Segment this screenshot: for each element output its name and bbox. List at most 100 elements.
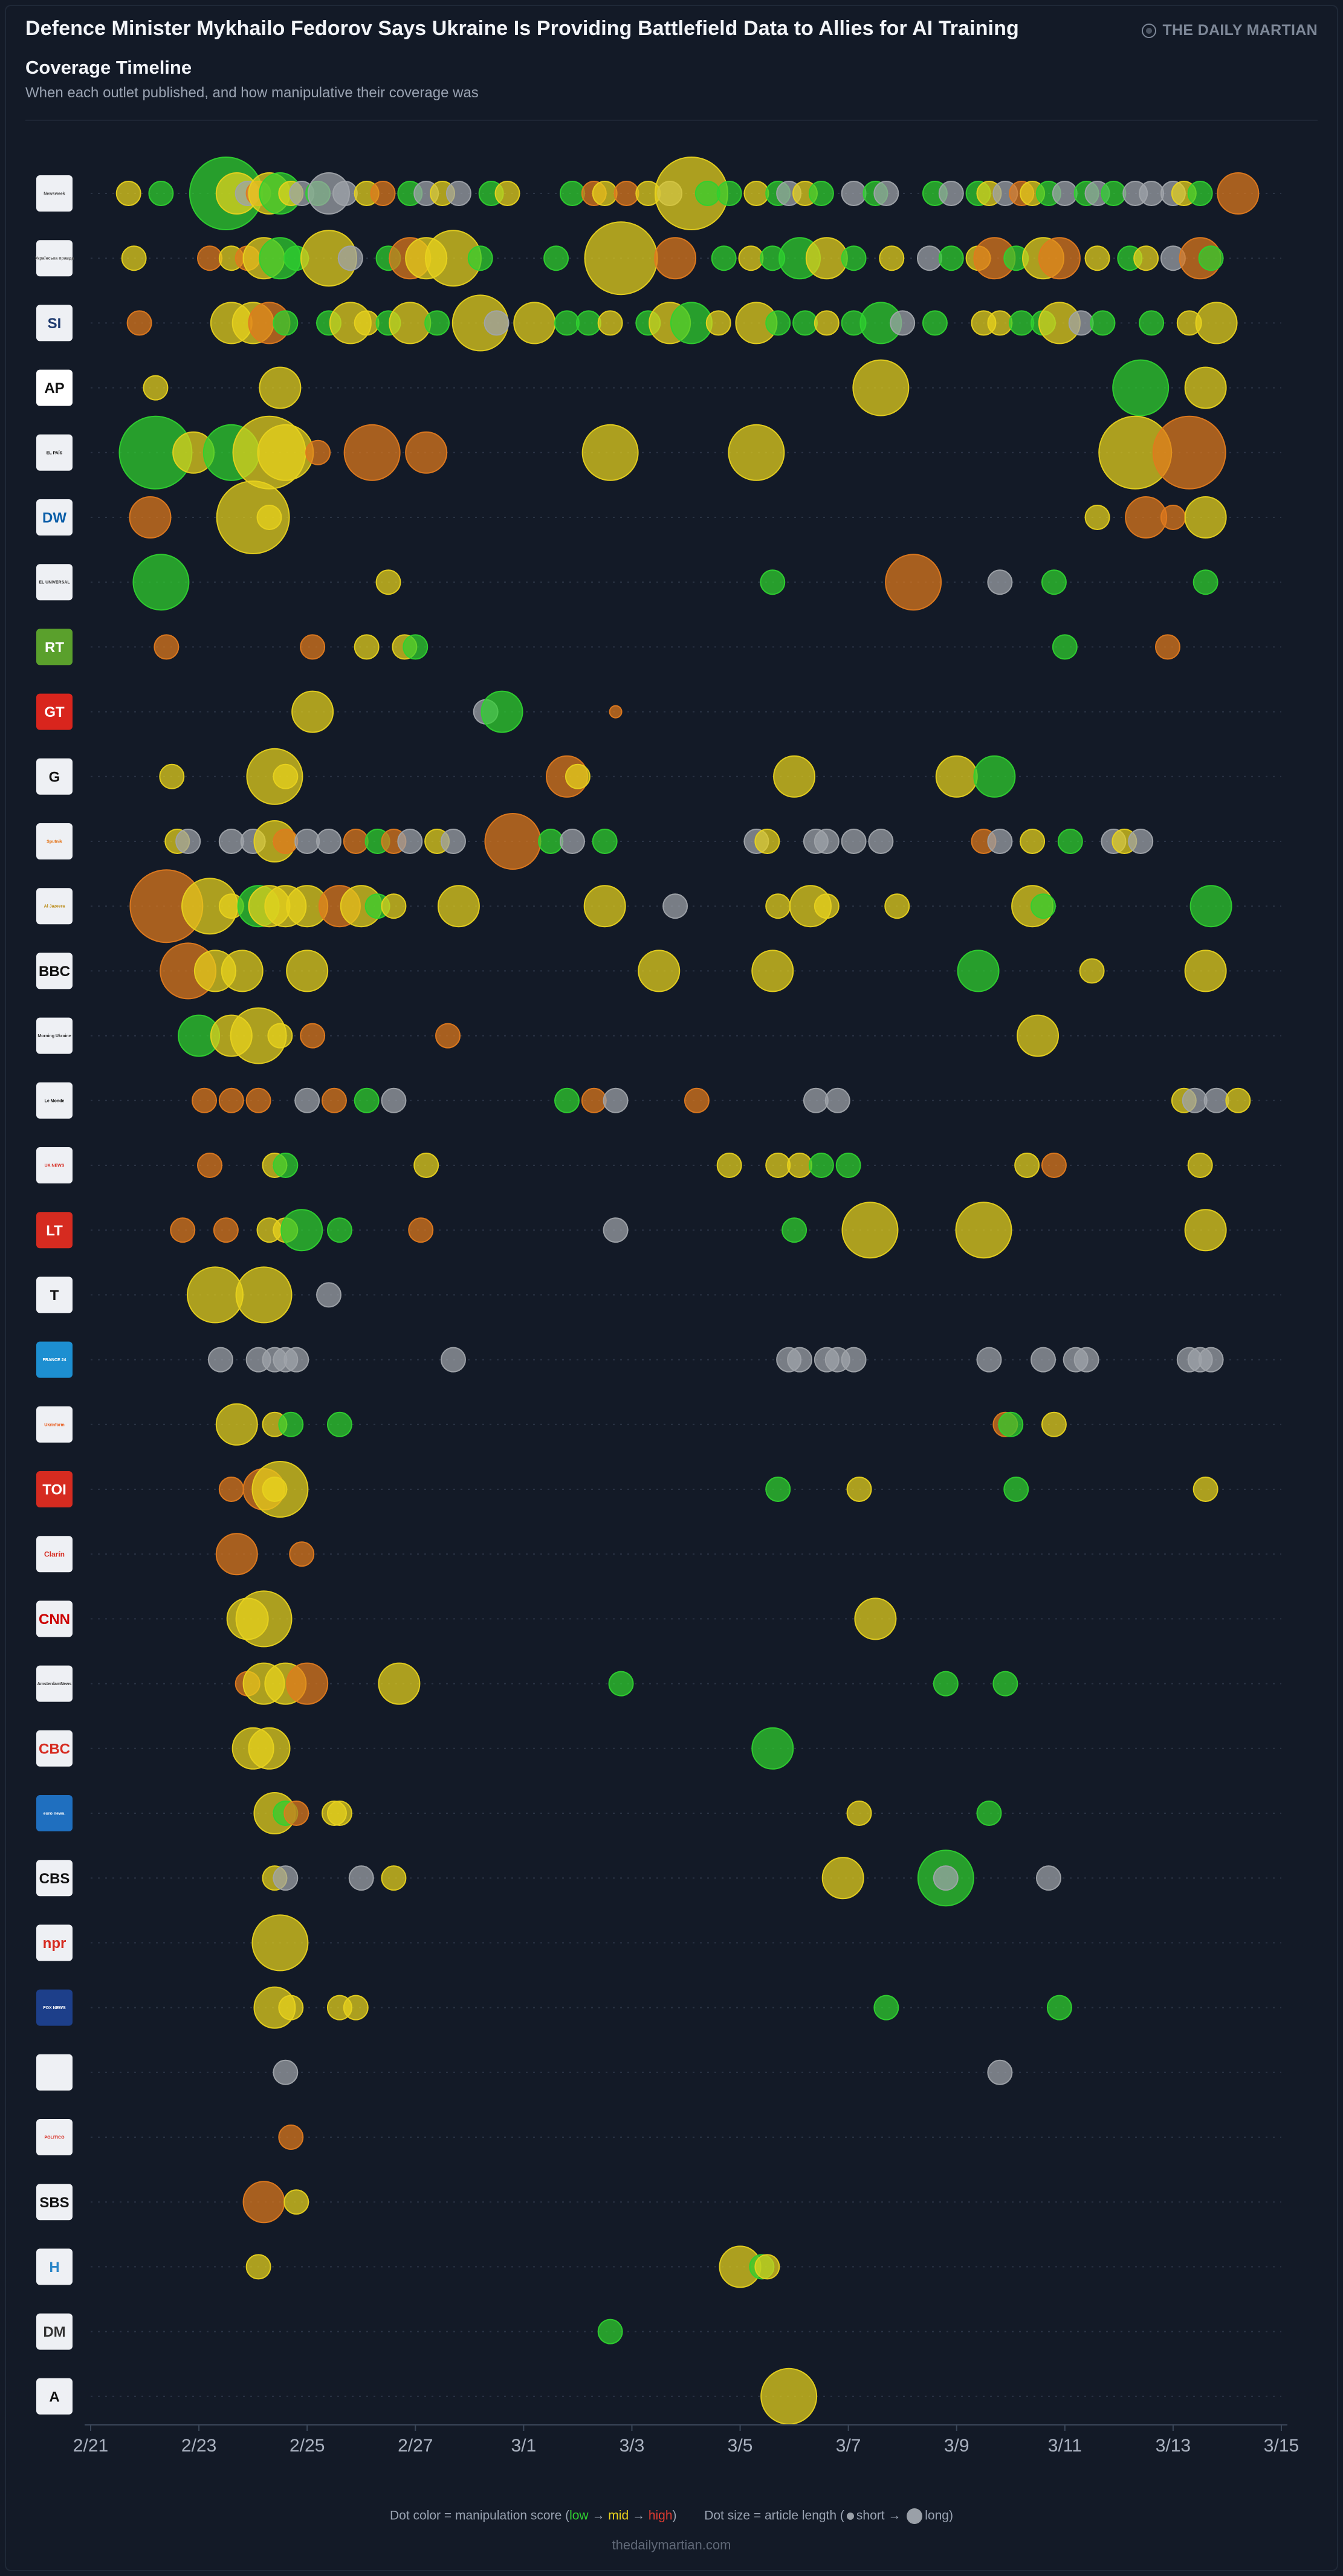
article-dot: [1184, 950, 1227, 992]
outlet-logo: CBC: [36, 1730, 73, 1767]
outlet-logo: npr: [36, 1924, 73, 1961]
article-dot: [603, 1087, 629, 1113]
header-divider: [25, 120, 1318, 121]
legend-large-dot-icon: [907, 2508, 923, 2524]
outlet-logo-badge: [36, 564, 73, 601]
article-dot: [316, 1282, 341, 1308]
outlet-logo-badge: [36, 1277, 73, 1313]
outlet-logo-badge: [36, 953, 73, 989]
article-dot: [403, 634, 429, 660]
article-dot: [846, 1477, 872, 1502]
article-dot: [1187, 1153, 1213, 1178]
outlet-logo: POLITICO: [36, 2119, 73, 2155]
article-dot: [808, 1153, 834, 1178]
article-dot: [1041, 1153, 1067, 1178]
article-dot: [1079, 958, 1105, 984]
outlet-logo-badge: [36, 369, 73, 406]
article-dot: [278, 2125, 304, 2150]
article-dot: [885, 554, 942, 611]
article-dot: [343, 829, 369, 854]
article-dot: [841, 1347, 867, 1373]
outlet-logo: GT: [36, 693, 73, 730]
outlet-row: RT: [36, 629, 1281, 665]
article-dot: [343, 1995, 369, 2021]
outlet-row: SBS: [36, 2181, 1281, 2224]
outlet-logo-badge: [36, 2313, 73, 2350]
outlet-logo-text: POLITICO: [44, 2136, 65, 2140]
x-axis-tick-label: 3/13: [1156, 2436, 1191, 2456]
article-dot: [841, 181, 867, 206]
article-dot: [743, 181, 769, 206]
outlet-logo-badge: [36, 1147, 73, 1183]
article-dot: [218, 829, 244, 854]
brand-logo[interactable]: THE DAILY MARTIAN: [1142, 22, 1318, 39]
outlet-logo-text: G: [49, 769, 60, 785]
article-dot: [273, 763, 299, 789]
article-dot: [957, 950, 1000, 992]
article-dot: [513, 302, 556, 345]
article-dot: [694, 181, 720, 206]
outlet-logo: CBS: [36, 1860, 73, 1897]
article-dot: [154, 634, 180, 660]
article-dot: [280, 1209, 323, 1252]
outlet-row: A: [36, 2367, 1281, 2425]
article-dot: [538, 829, 564, 854]
article-dot: [852, 359, 910, 416]
article-dot: [1038, 237, 1081, 280]
article-dot: [608, 1671, 634, 1697]
outlet-row: UA NEWS: [36, 1147, 1281, 1183]
article-dot: [884, 893, 910, 919]
outlet-logo: euro news.: [36, 1795, 73, 1831]
outlet-logo: Al Jazeera: [36, 888, 73, 925]
article-dot: [987, 310, 1013, 336]
article-dot: [1128, 829, 1154, 854]
outlet-row: DM: [36, 2313, 1281, 2350]
outlet-row: Clarín: [36, 1533, 1281, 1576]
article-dot: [1193, 569, 1218, 595]
article-dot: [294, 829, 320, 854]
outlet-logo-text: CNN: [39, 1611, 70, 1628]
footer-site-link[interactable]: thedailymartian.com: [612, 2537, 731, 2552]
article-dot: [273, 310, 299, 336]
article-dot: [938, 181, 964, 206]
article-dot: [711, 245, 737, 271]
outlet-logo-text: euro news.: [44, 1812, 66, 1816]
article-dot: [316, 829, 341, 854]
outlet-logo: FRANCE 24: [36, 1341, 73, 1378]
outlet-logo: EL UNIVERSAL: [36, 564, 73, 601]
article-dot: [278, 1411, 304, 1437]
article-dot: [987, 829, 1013, 854]
article-dot: [933, 1865, 959, 1891]
outlet-logo-badge: [36, 1212, 73, 1249]
article-dot: [115, 181, 141, 206]
outlet-logo-badge: [36, 1860, 73, 1897]
article-dot: [1031, 893, 1056, 919]
article-dot: [437, 885, 480, 928]
brand-name: THE DAILY MARTIAN: [1162, 22, 1318, 39]
outlet-row: Morning Ukraine: [36, 1007, 1281, 1064]
outlet-logo-text: BBC: [39, 963, 70, 980]
outlet-row: Le Monde: [36, 1082, 1281, 1119]
article-dot: [286, 950, 329, 992]
article-dot: [821, 1857, 864, 1900]
x-axis-tick-label: 2/23: [181, 2436, 216, 2456]
outlet-logo-badge: [36, 305, 73, 341]
outlet-logo-text: A: [49, 2389, 59, 2405]
article-dot: [1003, 1477, 1029, 1502]
outlet-logo-text: UA NEWS: [45, 1164, 65, 1168]
article-dot: [751, 950, 794, 992]
outlet-logo: LT: [36, 1212, 73, 1249]
article-dot: [955, 1202, 1012, 1259]
outlet-row: BBC: [36, 942, 1281, 1000]
x-axis-tick-label: 3/9: [944, 2436, 969, 2456]
article-dot: [1198, 1347, 1224, 1373]
outlet-logo: Ukrinform: [36, 1406, 73, 1443]
outlet-logo-text: EL UNIVERSAL: [39, 581, 70, 585]
article-dot: [245, 1087, 271, 1113]
outlet-row: GT: [36, 690, 1281, 733]
article-dot: [1052, 634, 1078, 660]
article-dot: [592, 829, 618, 854]
outlet-logo: G: [36, 758, 73, 795]
article-dot: [879, 245, 905, 271]
article-dot: [890, 310, 916, 336]
